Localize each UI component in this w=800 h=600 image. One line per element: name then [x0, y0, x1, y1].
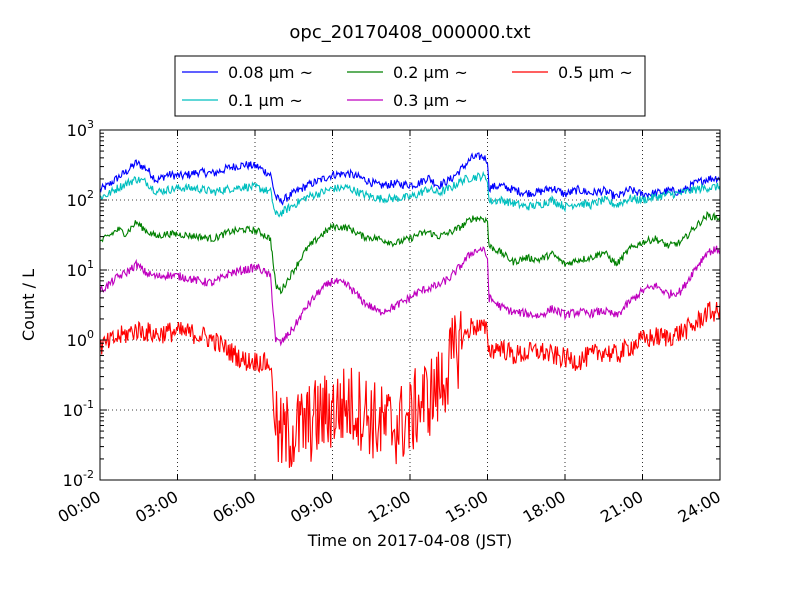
y-tick-label: 10-2 [63, 468, 94, 490]
legend-entry-label: 0.08 μm ~ [228, 63, 313, 82]
chart-title: opc_20170408_000000.txt [289, 22, 530, 43]
legend-entry-label: 0.1 μm ~ [228, 91, 303, 110]
legend: 0.08 μm ~ 0.1 μm ~ 0.2 μm ~ 0.3 μm ~ 0.5 μm … [174, 55, 646, 117]
y-tick-label: 100 [67, 328, 94, 350]
y-tick-label: 103 [67, 118, 94, 140]
x-tick-label: 21:00 [597, 487, 646, 527]
series-line-0-1 [100, 170, 720, 218]
y-tick-label: 10-1 [63, 398, 94, 420]
x-tick-label: 06:00 [210, 487, 259, 527]
x-tick-label: 03:00 [132, 487, 181, 527]
legend-box [174, 55, 646, 117]
legend-entry-label: 0.5 μm ~ [558, 63, 633, 82]
series-line-0-2 [100, 211, 720, 295]
x-tick-label: 18:00 [520, 487, 569, 527]
series-layer [100, 152, 720, 468]
grid-lines [100, 130, 720, 480]
x-tick-label: 00:00 [55, 487, 104, 527]
series-line-0-5 [100, 301, 720, 468]
legend-entry-label: 0.2 μm ~ [393, 63, 468, 82]
x-tick-label: 24:00 [675, 487, 724, 527]
series-line-0-3 [100, 245, 720, 347]
axis-ticks: 00:00 03:00 06:00 09:00 12:00 15:00 18:00 21:00… [55, 118, 724, 527]
x-tick-label: 15:00 [442, 487, 491, 527]
x-tick-label: 12:00 [365, 487, 414, 527]
series-line-0-08 [100, 152, 720, 206]
x-tick-label: 09:00 [287, 487, 336, 527]
y-tick-label: 102 [67, 188, 94, 210]
legend-entry-label: 0.3 μm ~ [393, 91, 468, 110]
y-axis-label: Count / L [19, 269, 38, 341]
x-axis-label: Time on 2017-04-08 (JST) [307, 531, 512, 550]
y-tick-label: 101 [67, 258, 94, 280]
